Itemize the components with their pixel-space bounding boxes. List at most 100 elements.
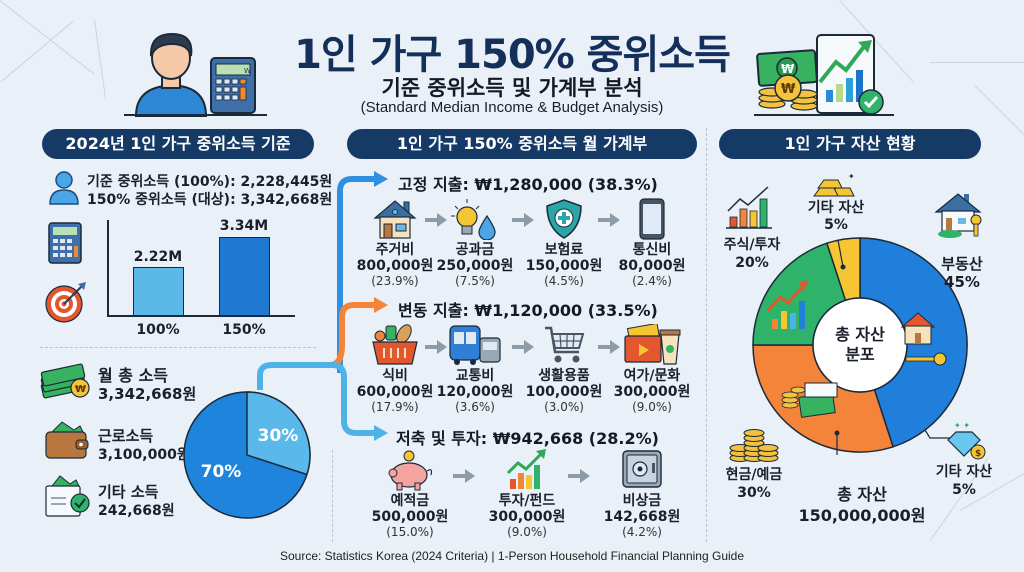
label-percent: 20%: [735, 255, 769, 271]
source-footer: Source: Statistics Korea (2024 Criteria)…: [279, 549, 745, 563]
label-name: 부동산: [941, 255, 983, 273]
fixed-expense-title: 고정 지출: ₩1,280,000 (38.3%): [398, 175, 658, 194]
cash-coins-icon: [781, 382, 838, 418]
gold-bars-icon: ✦: [813, 172, 855, 197]
middle-panel-heading: 1인 가구 150% 중위소득 월 가계부: [347, 129, 697, 159]
standard-median-income: 기준 중위소득 (100%): 2,228,445원: [87, 174, 333, 190]
bar-150-percent: [219, 237, 270, 316]
coin-stacks-icon: [729, 429, 779, 462]
expense-percent: (2.4%): [632, 274, 672, 288]
expense-percent: (9.0%): [632, 400, 672, 414]
savings-percent: (4.2%): [622, 525, 662, 539]
asset-donut-chart: [752, 237, 968, 455]
expense-name: 주거비: [375, 242, 415, 258]
savings-percent: (9.0%): [507, 525, 547, 539]
money-stack-icon: ₩: [40, 363, 90, 399]
pie-slice-other: [246, 391, 311, 476]
donut-center-line1: 총 자산: [835, 325, 885, 344]
savings-item-investment: 투자/펀드 300,000원 (9.0%): [477, 449, 577, 540]
expense-name: 생활용품: [538, 368, 590, 384]
expense-item-leisure: 여가/문화 300,000원 (9.0%): [602, 324, 702, 415]
page-subtitle: 기준 중위소득 및 가계부 분석: [381, 76, 643, 100]
arrow-right-icon: [425, 213, 447, 227]
target-icon: [45, 282, 86, 323]
savings-amount: 500,000원: [371, 509, 449, 525]
svg-text:₩: ₩: [75, 384, 86, 395]
expense-amount: 80,000원: [618, 258, 686, 274]
smartphone-icon: [639, 198, 665, 240]
savings-amount: 300,000원: [488, 509, 566, 525]
bar-150-value-label: 3.34M: [219, 218, 269, 234]
page-subtitle-english: (Standard Median Income & Budget Analysi…: [360, 99, 664, 116]
svg-text:₩: ₩: [781, 62, 795, 76]
income-label-earned: 근로소득: [98, 427, 154, 445]
label-percent: 5%: [824, 217, 848, 233]
expense-amount: 300,000원: [613, 384, 691, 400]
expense-name: 공과금: [455, 242, 495, 258]
savings-name: 비상금: [622, 493, 662, 509]
arrow-right-icon: [598, 213, 620, 227]
label-percent: 5%: [952, 482, 976, 498]
shopping-cart-icon: [545, 326, 585, 363]
person-icon: [49, 171, 79, 205]
label-real-estate: 부동산 45%: [930, 255, 994, 291]
expense-item-housing: 주거비 800,000원 (23.9%): [345, 198, 445, 289]
bar-100-category-label: 100%: [136, 322, 180, 338]
total-assets-title: 총 자산: [837, 485, 887, 504]
right-panel-heading: 1인 가구 자산 현황: [719, 129, 981, 159]
income-pie-chart: [183, 391, 311, 519]
income-label-total: 월 총 소득: [98, 366, 169, 385]
label-name: 현금/예금: [725, 467, 783, 483]
divider: [40, 347, 316, 348]
savings-item-deposit: 예적금 500,000원 (15.0%): [360, 449, 460, 540]
label-other-assets-bottom: 기타 자산 5%: [924, 463, 1004, 499]
expense-percent: (4.5%): [544, 274, 584, 288]
expense-percent: (7.5%): [455, 274, 495, 288]
savings-percent: (15.0%): [386, 525, 434, 539]
expense-name: 보험료: [544, 242, 584, 258]
stock-chart-icon: [766, 280, 808, 329]
svg-text:W: W: [244, 67, 251, 75]
svg-text:₩: ₩: [781, 82, 796, 97]
expense-percent: (23.9%): [371, 274, 419, 288]
expense-amount: 250,000원: [436, 258, 514, 274]
income-value-other: 242,668원: [98, 503, 175, 519]
expense-name: 교통비: [455, 368, 495, 384]
expense-amount: 800,000원: [356, 258, 434, 274]
income-value-total: 3,342,668원: [98, 385, 197, 403]
arrow-right-icon: [512, 213, 534, 227]
savings-item-emergency: 비상금 142,668원 (4.2%): [592, 449, 692, 540]
expense-percent: (17.9%): [371, 400, 419, 414]
svg-text:✦ ✦: ✦ ✦: [954, 421, 970, 430]
arrow-right-icon: [453, 469, 475, 483]
house-icon: [373, 200, 417, 239]
expense-name: 여가/문화: [623, 368, 681, 384]
expense-name: 통신비: [632, 242, 672, 258]
flow-connector-arrows: [257, 171, 388, 441]
savings-name: 투자/펀드: [498, 493, 556, 509]
page-title: 1인 가구 150% 중위소득: [294, 32, 731, 78]
divider: [706, 128, 707, 542]
divider: [332, 450, 333, 542]
savings-investment-title: 저축 및 투자: ₩942,668 (28.2%): [396, 429, 659, 448]
expense-item-insurance: 보험료 150,000원 (4.5%): [514, 198, 614, 289]
svg-text:✦: ✦: [848, 172, 855, 181]
label-name: 기타 자산: [807, 200, 865, 216]
bar-100-percent: [133, 267, 184, 316]
growth-chart-icon: [506, 449, 546, 489]
label-other-assets-top: 기타 자산 5%: [800, 200, 872, 234]
background-line: [930, 62, 1024, 63]
expense-amount: 150,000원: [525, 258, 603, 274]
arrow-right-icon: [568, 469, 590, 483]
label-name: 기타 자산: [935, 464, 993, 480]
target-median-income: 150% 중위소득 (대상): 3,342,668원: [87, 192, 333, 208]
income-label-other: 기타 소득: [98, 483, 159, 501]
arrow-right-icon: [512, 340, 534, 354]
diamond-icon: ✦ ✦ $: [947, 421, 986, 460]
money-growth-icon: ₩ ₩: [754, 34, 894, 116]
lightbulb-water-icon: [451, 199, 496, 240]
expense-percent: (3.0%): [544, 400, 584, 414]
left-panel-heading: 2024년 1인 가구 중위소득 기준: [42, 129, 314, 159]
shield-plus-icon: [546, 199, 582, 239]
bar-150-category-label: 150%: [222, 322, 266, 338]
